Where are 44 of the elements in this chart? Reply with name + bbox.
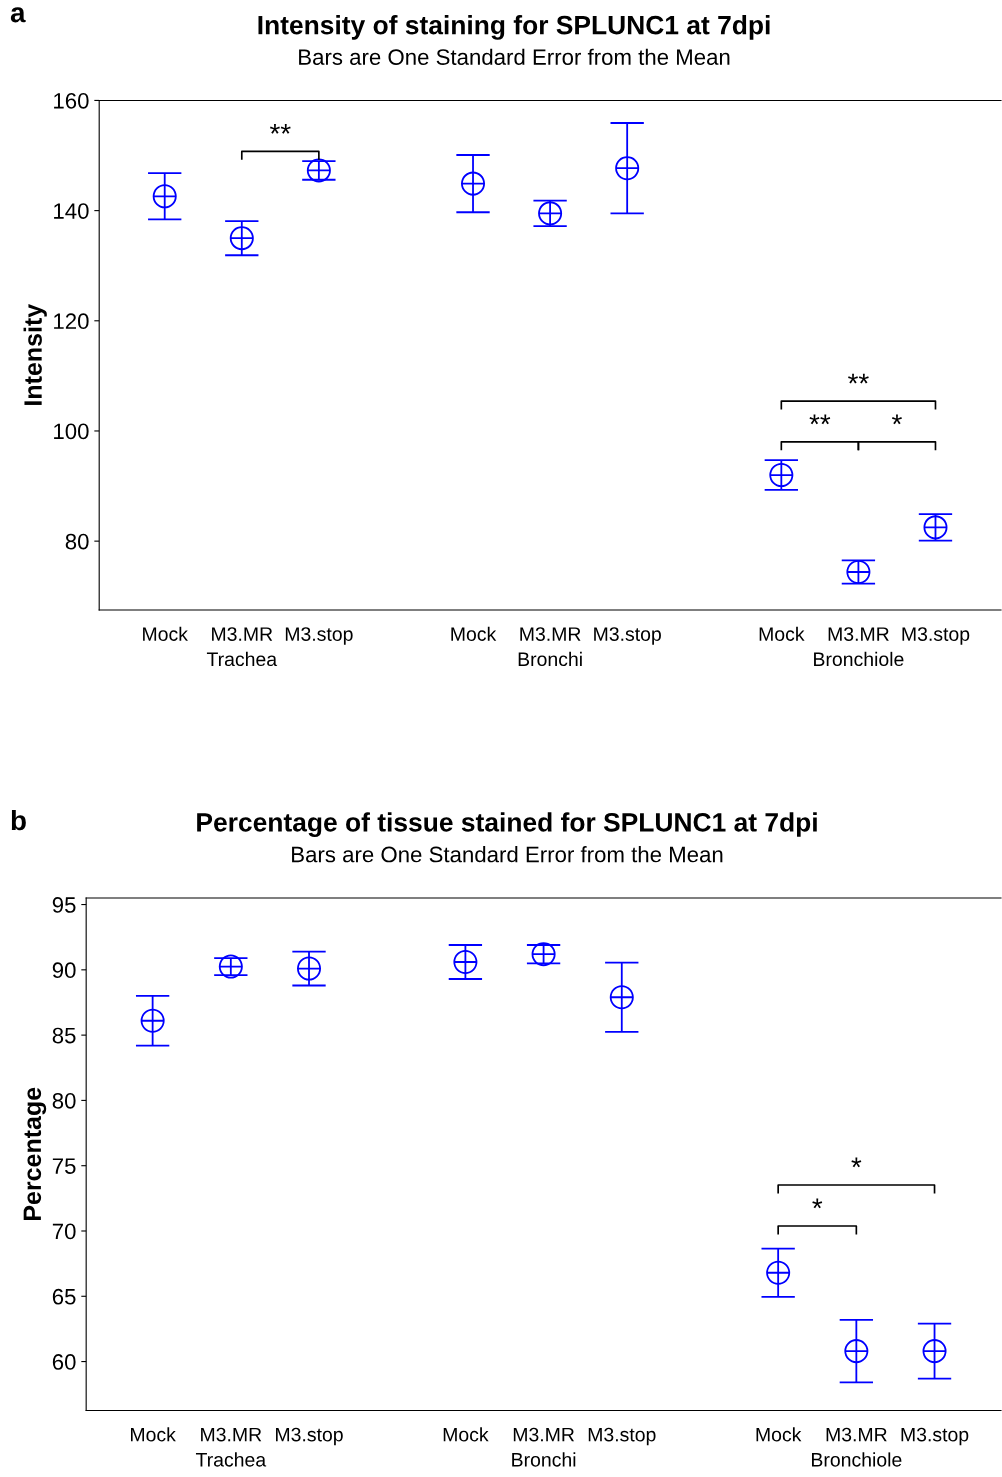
y-tick-label: 70: [52, 1223, 76, 1240]
y-tick-label: 75: [52, 1158, 76, 1174]
x-tick-label: M3.stop: [901, 1427, 969, 1446]
annotation: *: [812, 1198, 823, 1209]
x-tick-label: Mock: [143, 626, 188, 641]
x-tick-label: M3.stop: [902, 627, 970, 645]
y-tick-label: 120: [54, 313, 89, 330]
annotation: **: [269, 123, 291, 134]
annotation: *: [851, 1157, 862, 1168]
y-tick-label: 90: [52, 962, 76, 979]
x-tick-label: M3.stop: [588, 1427, 656, 1446]
y-tick-label: 80: [52, 1092, 76, 1109]
annotation: **: [809, 414, 831, 425]
x-tick-label: Mock: [759, 626, 805, 641]
y-tick-label: 65: [52, 1288, 76, 1305]
x-tick-label: M3.stop: [276, 1427, 343, 1446]
x-tick-label: M3.MR Trachea: [206, 627, 278, 667]
x-tick-label: Mock: [451, 626, 497, 641]
text: b: [11, 809, 26, 831]
text: a: [10, 7, 26, 23]
x-tick-label: Mock: [756, 1427, 802, 1442]
annotation: **: [848, 373, 869, 384]
x-tick-label: Mock: [443, 1427, 489, 1442]
y-tick-label: 60: [52, 1354, 76, 1370]
x-tick-label: M3.stop: [594, 627, 661, 645]
y-tick-label: 80: [65, 533, 89, 550]
annotation: *: [891, 414, 902, 425]
y-tick-label: 95: [52, 897, 76, 913]
y-axis-title: Intensity: [23, 303, 47, 405]
y-tick-label: 85: [52, 1027, 76, 1044]
x-tick-label: M3.MR Bronchi: [518, 627, 582, 667]
x-tick-label: Mock: [131, 1427, 176, 1442]
x-tick-label: M3.MR Bronchi: [512, 1427, 576, 1467]
y-tick-label: 160: [54, 92, 89, 109]
x-tick-label: M3.MR Bronchiole: [812, 1427, 902, 1467]
x-tick-label: M3.MR Trachea: [195, 1427, 267, 1467]
x-tick-label: M3.stop: [285, 627, 353, 645]
y-tick-label: 140: [54, 203, 89, 219]
chart-title: Intensity of staining for SPLUNC1 at 7dpi: [258, 15, 770, 40]
chart-subtitle: Bars are One Standard Error from the Mean: [299, 48, 730, 65]
y-axis-title: Percentage: [23, 1087, 47, 1220]
y-tick-label: 100: [54, 423, 89, 440]
chart-subtitle: Bars are One Standard Error from the Mean: [292, 846, 723, 863]
chart-title: Percentage of tissue stained for SPLUNC1 at 7dpi: [197, 812, 817, 837]
